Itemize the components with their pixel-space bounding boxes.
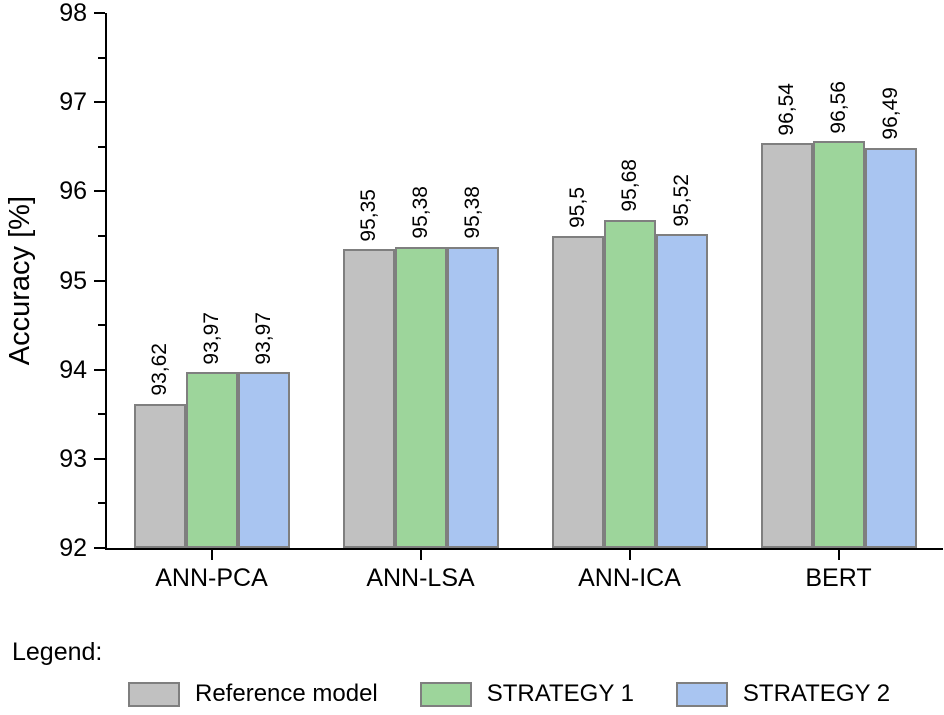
- y-major-tick: [94, 547, 105, 549]
- legend-swatch: [128, 681, 180, 707]
- y-major-tick: [94, 457, 105, 460]
- y-minor-tick: [98, 324, 105, 327]
- bar-value-label: 93,62: [147, 343, 171, 396]
- bar: [603, 219, 656, 548]
- x-category-label: ANN-LSA: [366, 564, 475, 592]
- legend-item: STRATEGY 1: [419, 680, 634, 708]
- bar-value-label: 95,38: [460, 186, 484, 239]
- bar-value-label: 96,54: [774, 82, 798, 136]
- bar-value-label: 96,56: [826, 80, 850, 134]
- y-axis-label: Accuracy [%]: [4, 195, 36, 366]
- y-minor-tick: [98, 413, 105, 416]
- bar-value-label: 95,68: [617, 159, 641, 212]
- bar: [133, 403, 186, 548]
- bar: [185, 372, 238, 548]
- y-tick-label: 95: [59, 266, 87, 295]
- y-major-tick: [94, 368, 105, 371]
- bar-value-label: 96,49: [878, 87, 902, 140]
- legend-item: STRATEGY 2: [675, 680, 891, 708]
- y-minor-tick: [98, 145, 105, 148]
- y-minor-tick: [98, 502, 105, 505]
- bar-value-label: 95,52: [669, 173, 693, 227]
- bar: [655, 234, 708, 548]
- legend-label: STRATEGY 1: [486, 680, 634, 707]
- y-axis-label-wrap: Accuracy [%]: [4, 13, 37, 548]
- x-tick: [628, 550, 631, 560]
- bar: [446, 246, 499, 548]
- bar: [760, 143, 813, 548]
- legend-swatch: [419, 681, 472, 707]
- x-tick: [210, 550, 213, 560]
- x-category-label: ANN-ICA: [578, 564, 681, 592]
- y-tick-label: 93: [59, 444, 87, 473]
- legend-swatch: [675, 681, 728, 707]
- bar: [342, 249, 395, 548]
- y-tick-label: 96: [59, 177, 87, 206]
- bar: [394, 246, 447, 548]
- y-tick-label: 97: [59, 88, 87, 117]
- plot-area: 92 93 94 95 96 97 98 ANN-PCA ANN-LSA ANN-ICA BERT 9…: [59, 0, 943, 592]
- legend-row: Reference model STRATEGY 1 STRATEGY 2: [128, 680, 890, 708]
- y-major-tick: [94, 190, 105, 193]
- x-category-label: ANN-PCA: [155, 564, 268, 592]
- bar-value-label: 95,38: [408, 186, 432, 239]
- x-tick: [419, 550, 422, 560]
- y-major-tick: [94, 279, 105, 282]
- y-minor-tick: [98, 234, 105, 237]
- legend-label: STRATEGY 2: [742, 680, 891, 707]
- x-category-label: BERT: [805, 564, 872, 592]
- bar-value-label: 93,97: [199, 311, 223, 365]
- bar: [237, 372, 290, 548]
- bar-value-label: 95,5: [565, 187, 589, 228]
- y-tick-label: 98: [59, 0, 87, 27]
- bar-value-label: 93,97: [251, 311, 275, 365]
- bar: [864, 147, 917, 548]
- y-tick-label: 92: [59, 534, 87, 562]
- legend-title: Legend:: [12, 638, 103, 666]
- y-tick-label: 94: [59, 355, 87, 384]
- bar: [551, 235, 604, 548]
- legend-label: Reference model: [195, 680, 378, 707]
- y-minor-tick: [98, 56, 105, 59]
- legend-item: Reference model: [128, 680, 378, 708]
- bar-value-label: 95,35: [356, 188, 380, 242]
- y-major-tick: [94, 101, 105, 104]
- bar: [812, 141, 865, 548]
- x-tick: [837, 550, 840, 560]
- y-major-tick: [94, 12, 105, 14]
